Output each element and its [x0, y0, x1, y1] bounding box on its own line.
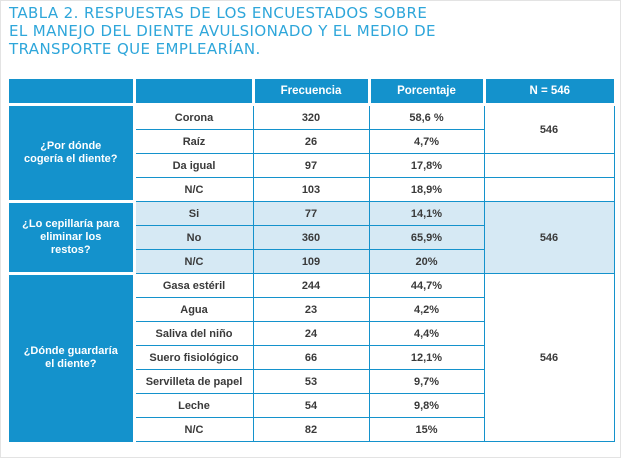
table-row: Suero fisiológico 66 12,1% — [9, 345, 614, 370]
percentage-cell: 9,8% — [368, 393, 485, 418]
percentage-cell: 9,7% — [368, 369, 485, 394]
table-row: Da igual 97 17,8% — [9, 153, 615, 178]
header-question-cell — [9, 79, 136, 106]
percentage-cell: 65,9% — [368, 225, 485, 250]
table-caption-line-2: el manejo del diente avulsionado y el me… — [9, 22, 436, 40]
n-cell-empty — [483, 177, 615, 202]
percentage-cell: 58,6 % — [368, 104, 485, 130]
percentage-cell: 18,9% — [368, 177, 485, 202]
option-cell: Leche — [133, 393, 254, 418]
frequency-cell: 103 — [252, 177, 370, 202]
option-cell: Corona — [133, 104, 254, 130]
n-cell: 546 — [483, 273, 615, 442]
frequency-cell: 23 — [252, 297, 370, 322]
frequency-cell: 24 — [252, 321, 370, 346]
option-cell: Suero fisiológico — [133, 345, 254, 370]
n-cell-empty — [483, 153, 615, 178]
frequency-cell: 244 — [252, 273, 370, 298]
option-cell: N/C — [133, 177, 254, 202]
header-frequency-cell: Frecuencia — [251, 79, 371, 106]
percentage-cell: 12,1% — [368, 345, 485, 370]
table-row: Saliva del niño 24 4,4% — [9, 321, 614, 346]
frequency-cell: 82 — [252, 417, 370, 442]
table-row: Raíz 26 4,7% — [9, 129, 614, 154]
percentage-cell: 15% — [368, 417, 485, 442]
frequency-cell: 97 — [252, 153, 370, 178]
frequency-cell: 26 — [252, 129, 370, 154]
percentage-cell: 4,4% — [368, 321, 485, 346]
percentage-cell: 44,7% — [368, 273, 485, 298]
percentage-cell: 4,7% — [368, 129, 485, 154]
percentage-cell: 14,1% — [368, 201, 485, 226]
results-table: Frecuencia Porcentaje N = 546 ¿Por dónde… — [9, 79, 615, 442]
table-row: N/C 109 20% — [9, 249, 614, 274]
header-percentage-cell: Porcentaje — [367, 79, 486, 106]
frequency-cell: 66 — [252, 345, 370, 370]
table-row: N/C 82 15% — [9, 417, 614, 442]
option-cell: No — [133, 225, 254, 250]
table-row: N/C 103 18,9% — [9, 177, 615, 202]
table-row: ¿Lo cepillaría para eliminar los restos?… — [9, 200, 615, 275]
frequency-cell: 320 — [252, 104, 370, 130]
table-caption-line-1: Tabla 2. Respuestas de los encuestados s… — [9, 4, 428, 22]
header-row: Frecuencia Porcentaje N = 546 — [9, 79, 614, 106]
n-cell: 546 — [483, 201, 615, 274]
table-row: ¿Por dónde cogería el diente? Corona 320… — [9, 103, 615, 203]
question-cell: ¿Dónde guardaría el diente? — [9, 272, 136, 442]
table-row: No 360 65,9% — [9, 225, 614, 250]
header-option-cell — [132, 79, 255, 106]
table-caption-line-3: transporte que emplearían. — [9, 40, 261, 58]
percentage-cell: 20% — [368, 249, 485, 274]
option-cell: Agua — [133, 297, 254, 322]
option-cell: Saliva del niño — [133, 321, 254, 346]
option-cell: N/C — [133, 417, 254, 442]
frequency-cell: 360 — [252, 225, 370, 250]
frequency-cell: 77 — [252, 201, 370, 226]
table-row: Agua 23 4,2% — [9, 297, 614, 322]
option-cell: Si — [133, 201, 254, 226]
option-cell: Raíz — [133, 129, 254, 154]
question-cell: ¿Por dónde cogería el diente? — [9, 103, 136, 203]
question-cell: ¿Lo cepillaría para eliminar los restos? — [9, 200, 136, 275]
option-cell: Da igual — [133, 153, 254, 178]
percentage-cell: 17,8% — [368, 153, 485, 178]
option-cell: Servilleta de papel — [133, 369, 254, 394]
option-cell: N/C — [133, 249, 254, 274]
header-n-cell: N = 546 — [482, 79, 614, 106]
table-row: Servilleta de papel 53 9,7% — [9, 369, 614, 394]
frequency-cell: 109 — [252, 249, 370, 274]
n-cell: 546 — [483, 104, 615, 154]
percentage-cell: 4,2% — [368, 297, 485, 322]
table-caption: Tabla 2. Respuestas de los encuestados s… — [9, 4, 436, 58]
table-row: ¿Dónde guardaría el diente? Gasa estéril… — [9, 272, 615, 442]
option-cell: Gasa estéril — [133, 273, 254, 298]
frequency-cell: 53 — [252, 369, 370, 394]
table-row: Leche 54 9,8% — [9, 393, 614, 418]
frequency-cell: 54 — [252, 393, 370, 418]
